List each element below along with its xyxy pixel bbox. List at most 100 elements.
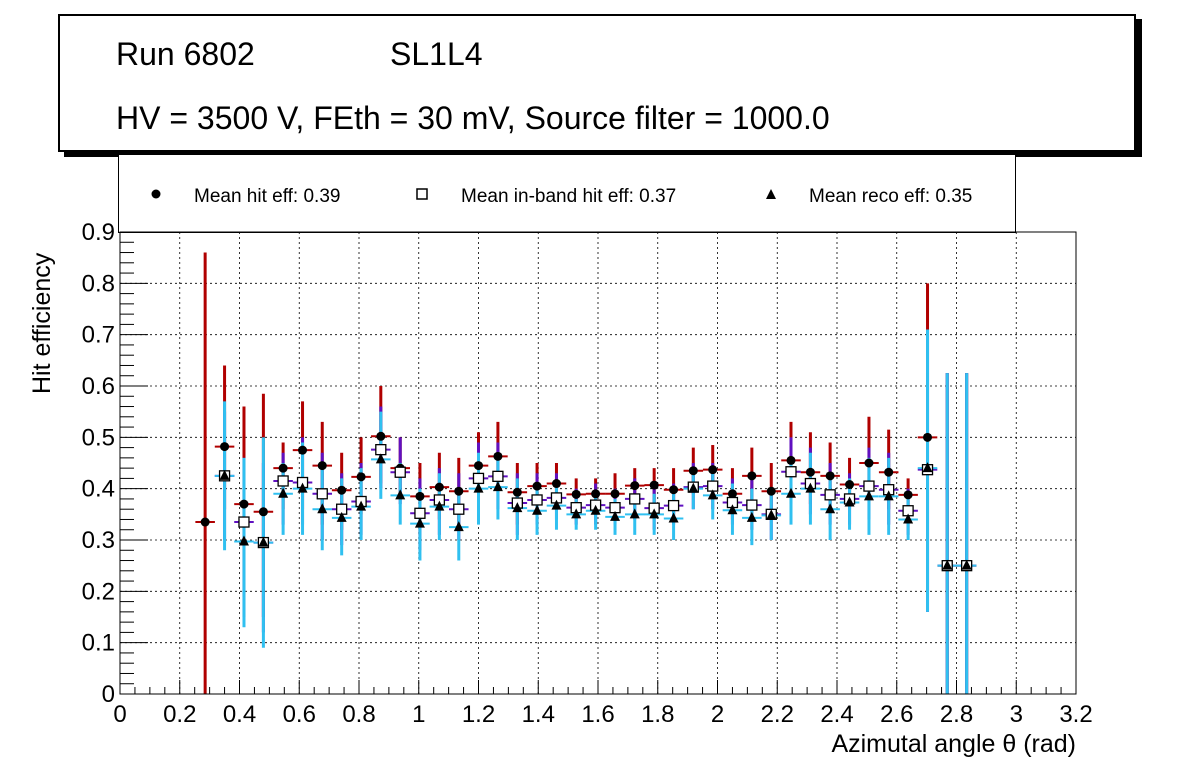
x-tick-label: 0.8 [342, 701, 375, 728]
reco-eff-point [610, 510, 621, 521]
series-markers-0 [200, 431, 972, 571]
reco-eff-point [707, 489, 718, 500]
hit-eff-point [923, 432, 933, 442]
hit-eff-point [864, 458, 874, 468]
hit-eff-point [356, 472, 366, 482]
reco-eff-point [375, 453, 386, 464]
reco-eff-point [414, 517, 425, 528]
legend-reco-eff: Mean reco eff: 0.35 [809, 186, 973, 207]
reco-eff-point [883, 490, 894, 501]
reco-eff-point [766, 509, 777, 520]
reco-eff-point [317, 503, 328, 514]
x-axis-label: Azimutal angle θ (rad) [831, 730, 1076, 758]
axis-ticks: 0 0.2 0.4 0.6 0.8 1 1.2 1.4 1.6 1.8 2 2.2 2.4 2.6 2.8 3… [82, 219, 1093, 728]
legend-circle-marker [151, 189, 161, 199]
legend-inband-eff: Mean in-band hit eff: 0.37 [461, 186, 677, 207]
reco-eff-point [336, 511, 347, 522]
inband-eff-point [375, 444, 387, 456]
hit-eff-point [747, 471, 757, 481]
inband-eff-point [414, 507, 426, 519]
y-tick-label: 0.5 [82, 424, 115, 451]
y-tick-label: 0.6 [82, 373, 115, 400]
y-tick-label: 0.8 [82, 270, 115, 297]
reco-eff-point [453, 521, 464, 532]
inband-eff-point [277, 475, 289, 487]
reco-eff-point [356, 500, 367, 511]
legend-triangle-marker [766, 189, 776, 199]
hit-eff-point [825, 471, 835, 481]
hit-eff-point [415, 491, 425, 501]
x-tick-label: 2 [711, 701, 724, 728]
y-tick-label: 0.7 [82, 322, 115, 349]
hit-eff-point [708, 465, 718, 475]
reco-eff-point [219, 469, 230, 480]
hit-eff-point [474, 461, 483, 471]
inband-eff-point [453, 503, 465, 515]
reco-eff-point [922, 462, 933, 473]
inband-eff-point [316, 488, 328, 500]
layer-label: SL1L4 [390, 36, 483, 72]
hit-eff-point [278, 463, 288, 473]
reco-eff-point [727, 504, 738, 515]
x-tick-label: 1.6 [581, 701, 614, 728]
reco-eff-point [434, 500, 445, 511]
series-markers-2 [219, 453, 972, 570]
x-tick-label: 2.4 [820, 701, 853, 728]
reco-eff-point [258, 536, 269, 547]
hit-eff-point [727, 489, 737, 499]
y-tick-label: 0.2 [82, 578, 115, 605]
x-tick-label: 0.4 [223, 701, 256, 728]
x-tick-label: 2.8 [940, 701, 973, 728]
reco-eff-point [590, 504, 601, 515]
hit-eff-point [805, 467, 815, 477]
reco-eff-point [512, 502, 523, 513]
inband-eff-point [746, 499, 758, 511]
y-tick-label: 0.1 [82, 630, 115, 657]
reco-eff-point [903, 513, 914, 524]
conditions-label: HV = 3500 V, FEth = 30 mV, Source filter… [116, 100, 830, 136]
title-box: Run 6802 SL1L4 HV = 3500 V, FEth = 30 mV… [58, 14, 1136, 152]
x-tick-label: 0.6 [283, 701, 316, 728]
reco-eff-point [942, 559, 953, 570]
reco-eff-point [825, 503, 836, 514]
hit-eff-point [884, 467, 894, 477]
inband-eff-point [667, 499, 680, 512]
hit-eff-point [630, 481, 640, 491]
hit-eff-point [571, 489, 581, 499]
reco-eff-point [473, 482, 484, 493]
x-tick-label: 1 [412, 701, 425, 728]
reco-eff-point [785, 487, 796, 498]
hit-eff-point [454, 486, 464, 496]
hit-eff-point [610, 489, 620, 499]
inband-eff-point [394, 466, 406, 478]
x-tick-label: 0.2 [163, 701, 196, 728]
reco-eff-point [805, 482, 816, 493]
series-errors-0 [195, 252, 977, 694]
run-label: Run 6802 [116, 36, 255, 72]
inband-eff-point [531, 494, 543, 506]
hit-eff-point [845, 480, 855, 490]
inband-eff-point [472, 472, 485, 485]
hit-eff-point [688, 466, 698, 476]
reco-eff-point [746, 511, 757, 522]
inband-eff-point [863, 480, 875, 492]
y-axis-label: Hit efficiency [28, 252, 56, 394]
hit-eff-point [591, 489, 601, 499]
reco-eff-point [297, 482, 308, 493]
reco-eff-point [278, 487, 289, 498]
reco-eff-point [668, 512, 679, 523]
reco-eff-point [395, 489, 406, 500]
hit-eff-point [766, 486, 776, 496]
hit-eff-point [239, 499, 249, 509]
hit-eff-point [512, 487, 522, 497]
legend-square-marker [416, 188, 428, 200]
y-tick-label: 0.4 [82, 476, 115, 503]
reco-eff-point [863, 490, 874, 501]
y-tick-label: 0.3 [82, 527, 115, 554]
reco-eff-point [492, 481, 503, 492]
x-tick-label: 3.2 [1059, 701, 1092, 728]
reco-eff-point [629, 508, 640, 519]
hit-eff-point [493, 451, 503, 461]
hit-eff-point [903, 490, 913, 500]
reco-eff-point [688, 482, 699, 493]
